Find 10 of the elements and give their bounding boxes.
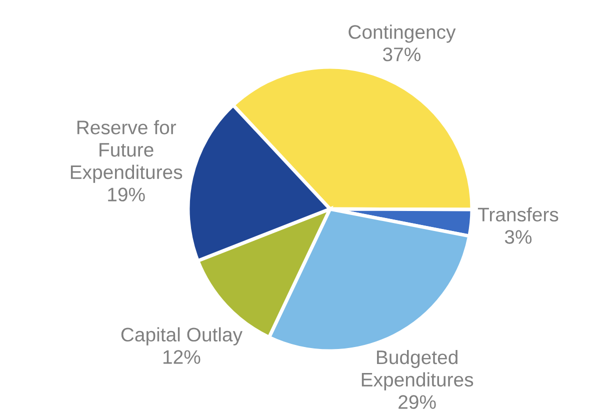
data-label: 19% xyxy=(108,188,145,202)
data-label: 3% xyxy=(504,230,532,244)
slice-label: Transfers xyxy=(478,207,558,222)
data-label: 37% xyxy=(382,48,420,62)
slice-label: Reserve for Future Expenditures xyxy=(70,120,182,183)
data-label: 12% xyxy=(163,350,200,364)
slice-label: Budgeted Expenditures xyxy=(362,350,474,390)
slice-label: Contingency xyxy=(348,24,456,43)
data-label: 29% xyxy=(398,395,436,409)
slice-label: Capital Outlay xyxy=(121,327,242,346)
